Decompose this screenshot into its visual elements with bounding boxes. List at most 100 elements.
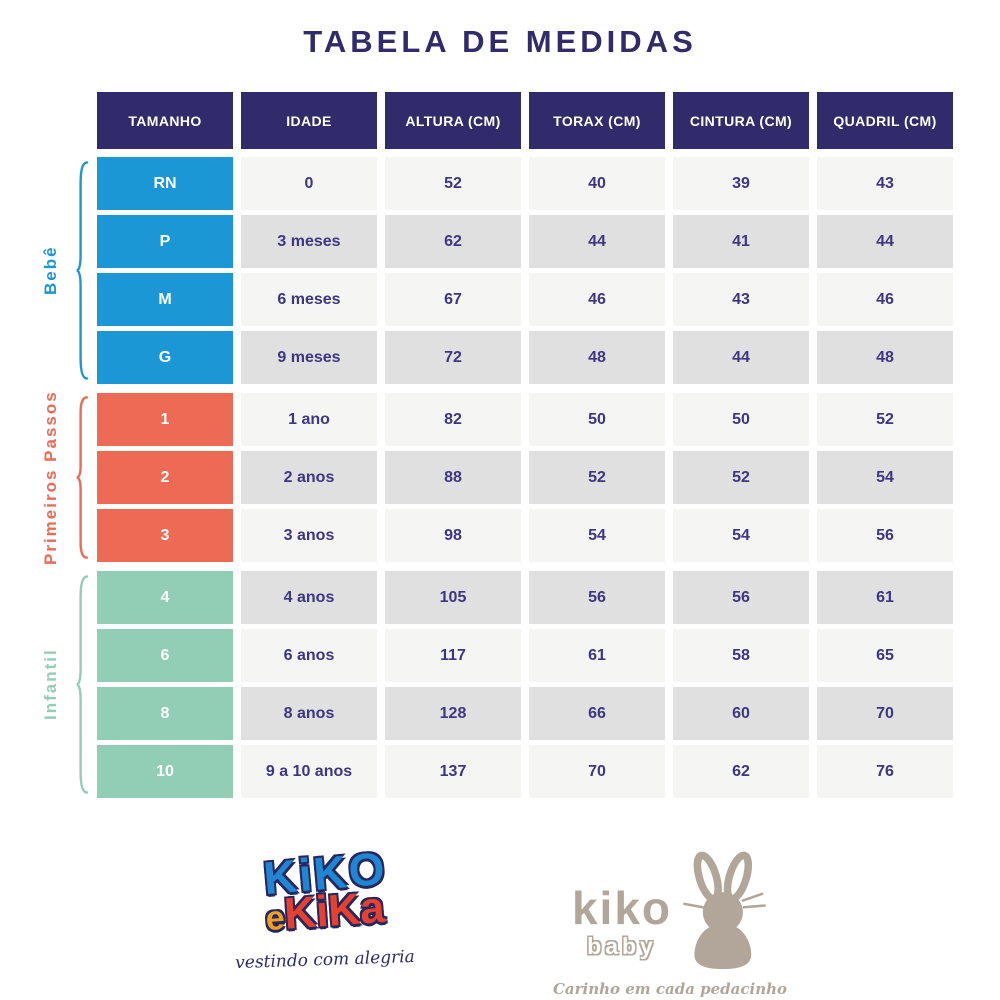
header-cintura: CINTURA (CM) [673,92,809,149]
cintura-cell: 39 [673,157,809,210]
torax-cell: 70 [529,745,665,798]
kiko-e-kika-kika: KiKa [282,882,387,939]
idade-cell: 9 a 10 anos [241,745,377,798]
header-tamanho: TAMANHO [97,92,233,149]
altura-cell: 72 [385,331,521,384]
cintura-cell: 44 [673,331,809,384]
torax-cell: 40 [529,157,665,210]
kiko-e-kika-tagline: vestindo com alegria [234,946,416,974]
table-row: P 3 meses 62 44 41 44 [97,215,953,268]
kiko-e-kika-logo: KiKO eKiKa vestindo com alegria [205,842,445,973]
idade-cell: 3 meses [241,215,377,268]
altura-cell: 128 [385,687,521,740]
size-cell: 8 [97,687,233,740]
section-label-bebe: Bebê [41,245,60,296]
cintura-cell: 60 [673,687,809,740]
kiko-baby-name: kiko [571,881,673,934]
section-label-primeiros-passos: Primeiros Passos [41,390,60,565]
quadril-cell: 70 [817,687,953,740]
altura-cell: 67 [385,273,521,326]
cintura-cell: 56 [673,571,809,624]
size-cell: P [97,215,233,268]
quadril-cell: 61 [817,571,953,624]
page-title: TABELA DE MEDIDAS [303,24,697,59]
header-altura: ALTURA (CM) [385,92,521,149]
bunny-icon [683,851,766,970]
torax-cell: 66 [529,687,665,740]
idade-cell: 6 anos [241,629,377,682]
size-cell: 10 [97,745,233,798]
table-row: M 6 meses 67 46 43 46 [97,273,953,326]
altura-cell: 88 [385,451,521,504]
altura-cell: 52 [385,157,521,210]
measurements-table: TAMANHO IDADE ALTURA (CM) TORAX (CM) CIN… [41,92,953,798]
size-cell: 3 [97,509,233,562]
torax-cell: 48 [529,331,665,384]
cintura-cell: 62 [673,745,809,798]
idade-cell: 4 anos [241,571,377,624]
header-torax: TORAX (CM) [529,92,665,149]
size-cell: 6 [97,629,233,682]
quadril-cell: 54 [817,451,953,504]
table-row: RN 0 52 40 39 43 [97,157,953,210]
kiko-baby-logo: kiko baby Carin [545,850,795,998]
idade-cell: 6 meses [241,273,377,326]
kiko-baby-lockup: kiko baby [545,850,795,972]
table-row: 10 9 a 10 anos 137 70 62 76 [97,745,953,798]
table-row: G 9 meses 72 48 44 48 [97,331,953,384]
torax-cell: 52 [529,451,665,504]
idade-cell: 1 ano [241,393,377,446]
section-infantil: Infantil 4 4 anos 105 56 56 61 6 6 anos … [41,571,953,798]
idade-cell: 0 [241,157,377,210]
kiko-baby-words: kiko baby [571,881,673,960]
table-header-row: TAMANHO IDADE ALTURA (CM) TORAX (CM) CIN… [97,92,953,149]
torax-cell: 44 [529,215,665,268]
altura-cell: 105 [385,571,521,624]
idade-cell: 8 anos [241,687,377,740]
altura-cell: 62 [385,215,521,268]
kiko-baby-sub: baby [587,933,657,960]
size-cell: 4 [97,571,233,624]
section-brace-primeiros-passos [75,394,91,561]
torax-cell: 46 [529,273,665,326]
size-cell: 1 [97,393,233,446]
torax-cell: 61 [529,629,665,682]
cintura-cell: 43 [673,273,809,326]
quadril-cell: 43 [817,157,953,210]
altura-cell: 117 [385,629,521,682]
cintura-cell: 54 [673,509,809,562]
size-cell: 2 [97,451,233,504]
quadril-cell: 56 [817,509,953,562]
header-idade: IDADE [241,92,377,149]
idade-cell: 9 meses [241,331,377,384]
torax-cell: 56 [529,571,665,624]
size-cell: RN [97,157,233,210]
section-brace-bebe [75,158,91,383]
quadril-cell: 44 [817,215,953,268]
idade-cell: 3 anos [241,509,377,562]
quadril-cell: 65 [817,629,953,682]
section-label-infantil: Infantil [41,648,60,721]
altura-cell: 137 [385,745,521,798]
size-cell: M [97,273,233,326]
idade-cell: 2 anos [241,451,377,504]
table-row: 2 2 anos 88 52 52 54 [97,451,953,504]
torax-cell: 54 [529,509,665,562]
cintura-cell: 58 [673,629,809,682]
section-primeiros-passos: Primeiros Passos 1 1 ano 82 50 50 52 2 2… [41,390,953,565]
table-row: 8 8 anos 128 66 60 70 [97,687,953,740]
size-cell: G [97,331,233,384]
kiko-baby-tagline: Carinho em cada pedacinho [552,980,788,998]
quadril-cell: 46 [817,273,953,326]
quadril-cell: 52 [817,393,953,446]
quadril-cell: 48 [817,331,953,384]
table-row: 3 3 anos 98 54 54 56 [97,509,953,562]
cintura-cell: 41 [673,215,809,268]
table-row: 4 4 anos 105 56 56 61 [97,571,953,624]
header-quadril: QUADRIL (CM) [817,92,953,149]
altura-cell: 98 [385,509,521,562]
table-row: 1 1 ano 82 50 50 52 [97,393,953,446]
footer: KiKO eKiKa vestindo com alegria kiko bab… [0,842,1000,998]
altura-cell: 82 [385,393,521,446]
